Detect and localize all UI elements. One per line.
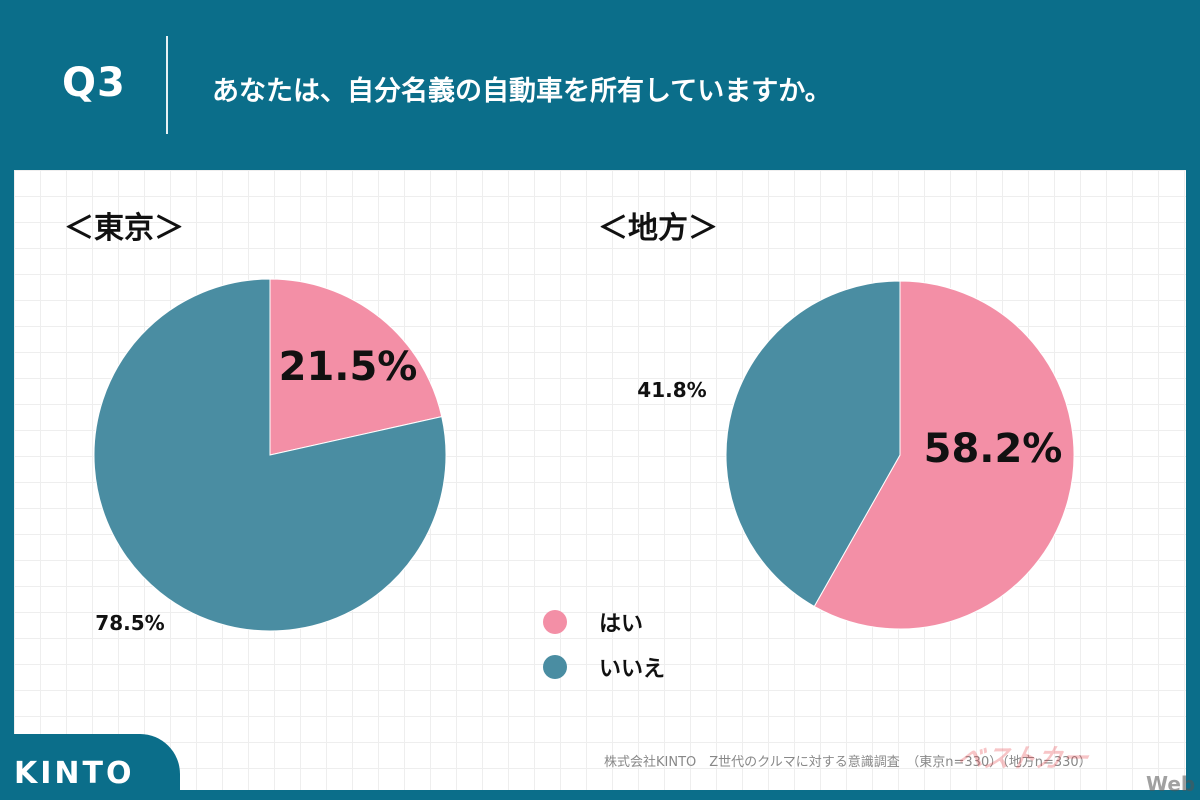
chart-title-regional: ＜地方＞ bbox=[598, 211, 718, 246]
legend-label-no: いいえ bbox=[599, 657, 666, 682]
legend-item-no: いいえ bbox=[543, 651, 665, 683]
slice-regional-yes bbox=[813, 280, 1075, 630]
legend-swatch-no bbox=[543, 655, 567, 679]
header-bar: Q3 あなたは、自分名義の自動車を所有していますか。 bbox=[0, 0, 1200, 170]
bestcar-watermark-web: Web bbox=[1146, 772, 1196, 796]
header-divider bbox=[166, 36, 168, 134]
legend-swatch-yes bbox=[543, 610, 567, 634]
slice-tokyo-no bbox=[93, 278, 447, 632]
source-note: 株式会社KINTO Z世代のクルマに対する意識調査 （東京n=330）（地方n=… bbox=[604, 755, 1092, 770]
chart-title-tokyo: ＜東京＞ bbox=[64, 211, 184, 246]
kinto-logo: KINTO bbox=[14, 756, 135, 791]
data-label-regional-yes: 58.2% bbox=[924, 426, 1063, 472]
pie-chart-regional: 58.2% 41.8% bbox=[637, 280, 1075, 630]
brand-tab bbox=[0, 734, 180, 800]
data-label-regional-no: 41.8% bbox=[637, 378, 706, 402]
data-label-tokyo-yes: 21.5% bbox=[279, 344, 418, 390]
slice-tokyo-yes bbox=[269, 278, 443, 456]
data-label-tokyo-no: 78.5% bbox=[95, 611, 164, 635]
legend-item-yes: はい bbox=[543, 606, 643, 638]
slice-regional-no bbox=[725, 280, 901, 608]
legend-label-yes: はい bbox=[599, 612, 644, 637]
question-text: あなたは、自分名義の自動車を所有していますか。 bbox=[212, 76, 832, 107]
pie-chart-tokyo: 21.5% 78.5% bbox=[93, 278, 447, 635]
bestcar-watermark: ベストカー bbox=[954, 744, 1092, 774]
question-number: Q3 bbox=[62, 60, 126, 106]
